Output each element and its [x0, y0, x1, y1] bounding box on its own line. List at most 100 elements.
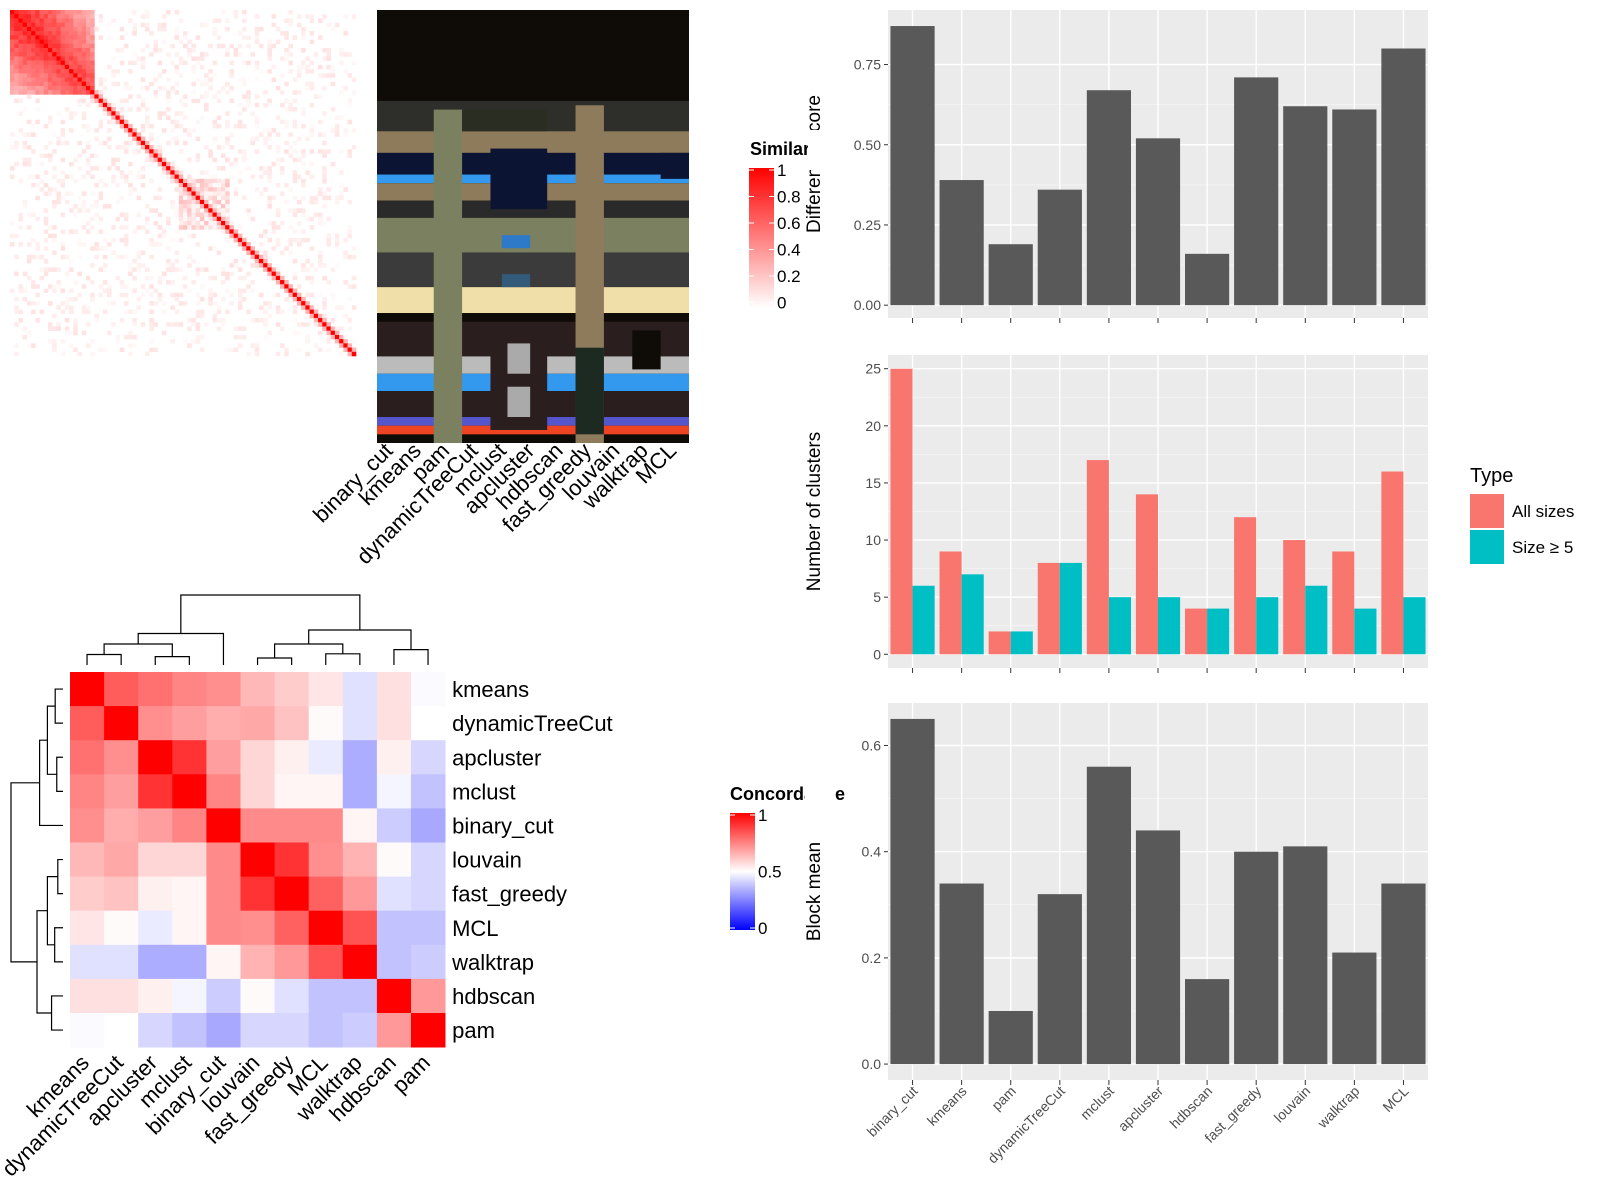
- similarity-cell: [22, 31, 28, 36]
- concordance-cell: [342, 944, 378, 980]
- similarity-cell: [195, 322, 201, 327]
- similarity-cell: [246, 98, 251, 104]
- similarity-cell: [246, 246, 251, 251]
- similarity-cell: [225, 81, 230, 87]
- similarity-cell: [280, 275, 285, 281]
- similarity-cell: [81, 90, 87, 95]
- similarity-cell: [208, 195, 213, 201]
- similarity-cell: [140, 60, 146, 66]
- similarity-legend-tick-label: 0.6: [777, 214, 801, 233]
- similarity-cell: [22, 35, 28, 40]
- similarity-cell: [145, 140, 150, 146]
- similarity-cell: [233, 187, 239, 192]
- similarity-cell: [313, 318, 319, 323]
- similarity-cell: [47, 339, 53, 344]
- similarity-cell: [250, 216, 256, 222]
- similarity-cell: [263, 254, 268, 260]
- similarity-cell: [26, 242, 32, 247]
- similarity-cell: [178, 195, 184, 201]
- similarity-cell: [301, 267, 306, 272]
- similarity-cell: [64, 326, 70, 331]
- similarity-cell: [128, 94, 133, 99]
- similarity-cell: [90, 47, 95, 53]
- concordance-cell: [206, 774, 241, 809]
- similarity-cell: [204, 225, 209, 230]
- similarity-cell: [225, 208, 230, 213]
- similarity-cell: [47, 56, 53, 61]
- similarity-cell: [149, 178, 154, 184]
- similarity-cell: [18, 318, 23, 323]
- similarity-cell: [149, 149, 154, 154]
- concordance-cell: [138, 978, 173, 1014]
- similarity-cell: [39, 64, 45, 70]
- similarity-cell: [326, 330, 331, 336]
- bar: [1059, 562, 1082, 655]
- similarity-cell: [170, 339, 175, 344]
- similarity-cell: [199, 216, 205, 222]
- similarity-cell: [330, 107, 336, 112]
- concordance-cell: [104, 944, 139, 980]
- similarity-cell: [246, 351, 251, 357]
- similarity-cell: [132, 275, 137, 281]
- similarity-cell: [14, 81, 19, 87]
- similarity-cell: [322, 56, 327, 61]
- similarity-cell: [334, 115, 340, 121]
- similarity-cell: [149, 145, 154, 150]
- similarity-cell: [85, 77, 91, 83]
- x-tick-label: binary_cut: [864, 1083, 921, 1140]
- similarity-cell: [52, 14, 57, 19]
- similarity-cell: [31, 26, 36, 32]
- similarity-cell: [35, 242, 40, 247]
- similarity-cell: [43, 10, 49, 15]
- similarity-cell: [115, 145, 121, 150]
- concordance-cell: [308, 672, 344, 707]
- similarity-cell: [191, 339, 196, 344]
- similarity-cell: [191, 56, 196, 61]
- similarity-cell: [242, 94, 247, 99]
- membership-column-block: [507, 386, 531, 418]
- similarity-cell: [178, 301, 184, 306]
- similarity-cell: [204, 94, 209, 99]
- similarity-cell: [77, 35, 83, 40]
- similarity-cell: [90, 77, 95, 83]
- similarity-cell: [330, 330, 336, 336]
- similarity-cell: [64, 31, 70, 36]
- similarity-cell: [339, 90, 344, 95]
- similarity-cell: [111, 322, 116, 327]
- similarity-cell: [69, 161, 74, 167]
- type-legend-key: [1470, 530, 1504, 564]
- similarity-cell: [322, 132, 327, 137]
- membership-band: [377, 217, 689, 253]
- similarity-cell: [225, 90, 230, 95]
- similarity-cell: [157, 157, 163, 163]
- similarity-cell: [208, 69, 213, 74]
- similarity-cell: [229, 145, 234, 150]
- similarity-cell: [191, 195, 196, 201]
- similarity-cell: [208, 216, 213, 222]
- similarity-cell: [69, 31, 74, 36]
- similarity-cell: [305, 275, 310, 281]
- similarity-cell: [157, 187, 163, 192]
- similarity-cell: [132, 343, 137, 348]
- similarity-cell: [149, 157, 154, 163]
- similarity-cell: [73, 10, 78, 15]
- similarity-cell: [347, 296, 353, 302]
- similarity-cell: [187, 263, 192, 268]
- similarity-cell: [246, 212, 251, 218]
- concordance-cell: [138, 944, 173, 980]
- similarity-cell: [90, 153, 95, 158]
- similarity-cell: [347, 98, 353, 104]
- similarity-cell: [123, 140, 129, 146]
- similarity-cell: [322, 191, 327, 196]
- similarity-cell: [73, 73, 78, 78]
- similarity-cell: [69, 115, 74, 121]
- similarity-cell: [43, 69, 49, 74]
- column-dendrogram-branch: [154, 656, 190, 665]
- similarity-cell: [10, 242, 15, 247]
- similarity-cell: [60, 128, 66, 133]
- similarity-cell: [140, 98, 146, 104]
- similarity-cell: [115, 254, 121, 260]
- similarity-cell: [31, 174, 36, 180]
- similarity-cell: [326, 334, 331, 340]
- similarity-cell: [351, 128, 357, 133]
